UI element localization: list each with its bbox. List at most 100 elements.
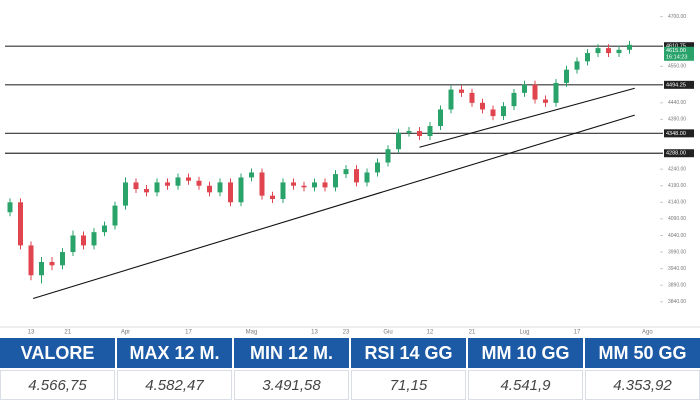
candle-body [207,185,212,193]
x-tick-label: 13 [311,330,318,336]
level-label: 4610.75 [666,44,686,50]
y-tick-label: 4390.00 [668,117,686,123]
table-column: MAX 12 M. 4.582,47 [117,338,232,400]
level-tag [664,80,694,89]
candle-body [270,195,275,199]
candle-body [81,235,86,246]
table-column: RSI 14 GG 71,15 [351,338,466,400]
candle-body [112,205,118,226]
candle-body [333,174,338,188]
candle-body [228,182,233,203]
candle-body [417,131,422,136]
table-value: 3.491,58 [234,370,349,400]
candle-body [406,131,412,133]
last-price-tag [664,46,694,61]
level-tag [664,42,694,51]
candle-body [249,172,254,178]
candle-body [480,102,485,110]
y-tick-label: 3890.00 [668,283,686,289]
candle-body [91,232,97,246]
candle-body [7,202,13,213]
candle-body [312,182,317,188]
candle-body [186,177,191,181]
candle-body [469,92,475,103]
table-column: VALORE 4.566,75 [0,338,115,400]
x-tick-label: 17 [574,330,581,336]
candle-body [595,48,601,54]
table-value: 4.541,9 [468,370,583,400]
candle-body [448,89,454,110]
candle-body [322,182,328,188]
candle-body [564,69,569,83]
candle-body [291,182,296,186]
candle-body [259,172,265,196]
candle-body [438,109,443,127]
x-tick-label: 23 [343,330,350,336]
y-tick-label: 4090.00 [668,216,686,222]
table-header: MIN 12 M. [234,338,349,368]
level-tag [664,149,694,158]
y-tick-label: 4140.00 [668,200,686,206]
x-tick-label: Lug [519,330,529,336]
candle-body [144,189,149,193]
x-tick-label: 17 [185,330,192,336]
y-tick-label: 4440.00 [668,100,686,106]
x-tick-label: 21 [469,330,476,336]
candle-body [354,169,359,183]
candle-body [490,109,496,117]
stats-table: VALORE 4.566,75 MAX 12 M. 4.582,47 MIN 12 M.… [0,338,700,400]
table-value: 4.566,75 [0,370,115,400]
candle-body [522,84,527,93]
candle-body [39,261,44,276]
candle-body [70,235,76,253]
y-tick-label: 4700.00 [668,14,686,20]
candle-body [60,252,65,266]
candle-body [606,48,611,54]
x-tick-label: 13 [28,330,35,336]
candle-body [385,149,391,163]
candle-body [49,261,55,266]
level-label: 4494.25 [666,82,686,88]
candle-body [217,182,223,193]
level-label: 4288.00 [666,151,686,157]
table-column: MM 10 GG 4.541,9 [468,338,583,400]
candle-body [543,99,548,103]
candle-body [133,182,139,190]
candle-body [301,185,307,188]
level-label: 4348.00 [666,131,686,137]
candle-body [175,177,181,186]
table-value: 4.582,47 [117,370,232,400]
candle-body [28,245,34,276]
candle-body [616,49,622,54]
candle-body [532,84,538,100]
candle-body [501,106,506,117]
candle-body [123,182,128,206]
x-tick-label: Mag [246,330,258,336]
candle-body [511,92,517,107]
table-value: 71,15 [351,370,466,400]
trend-line [419,87,635,148]
candle-body [280,182,286,199]
candle-body [459,89,464,93]
table-column: MIN 12 M. 3.491,58 [234,338,349,400]
candle-body [102,225,107,233]
table-header: MM 50 GG [585,338,700,368]
last-price-time: 16:14:23 [666,55,687,61]
y-tick-label: 4040.00 [668,233,686,239]
x-tick-label: Ago [642,330,653,336]
x-tick-label: 12 [427,330,434,336]
table-value: 4.353,92 [585,370,700,400]
candle-body [343,169,349,175]
candle-body [165,182,170,186]
trend-line [32,114,635,299]
chart: 4700.00 4550.00 4440.00 4390.00 4240.00 4190.… [0,14,700,336]
y-tick-label: 3840.00 [668,299,686,305]
candle-body [154,182,160,193]
table-header: RSI 14 GG [351,338,466,368]
candle-body [627,44,632,50]
candle-body [574,61,580,70]
candle-body [585,53,590,62]
y-tick-label: 3940.00 [668,266,686,272]
last-price-label: 4615.00 [666,48,686,54]
